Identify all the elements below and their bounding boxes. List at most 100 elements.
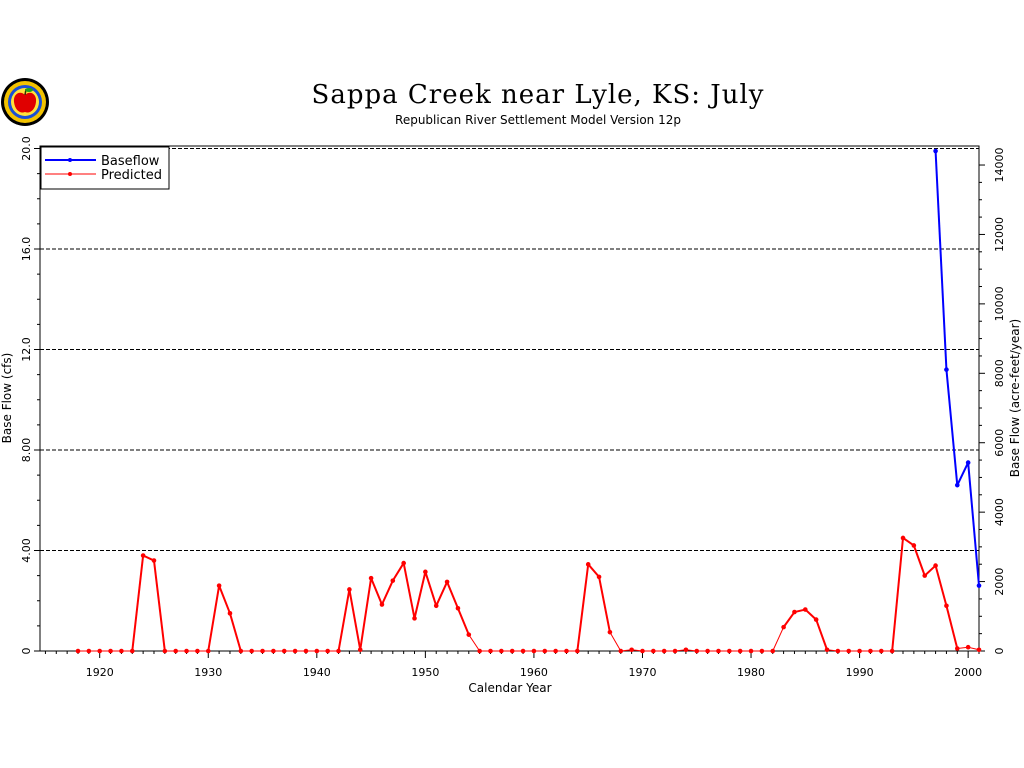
data-point: [694, 648, 700, 654]
data-point: [336, 648, 341, 654]
data-point: [976, 583, 982, 588]
apple-logo: [1, 78, 49, 126]
data-point: [390, 578, 396, 583]
x-tick-label: 1930: [194, 666, 222, 679]
series-segment: [359, 577, 373, 650]
series-segment: [956, 462, 970, 486]
data-point: [781, 624, 786, 630]
data-point: [499, 648, 504, 654]
series-segment: [424, 571, 438, 607]
data-point: [140, 553, 146, 558]
data-point: [542, 648, 548, 654]
y-tick-label: 16.0: [20, 237, 33, 262]
data-point: [835, 648, 841, 654]
data-point: [281, 648, 287, 654]
data-point: [640, 648, 645, 654]
x-tick-label: 1940: [303, 666, 331, 679]
series-segment: [218, 585, 231, 614]
x-tick-label: 1920: [86, 666, 114, 679]
data-point: [900, 535, 906, 541]
data-point: [737, 648, 743, 654]
data-point: [759, 648, 765, 654]
data-point: [585, 562, 591, 567]
data-point: [357, 647, 363, 653]
data-point: [271, 648, 276, 654]
y2-tick-label: 12000: [993, 217, 1006, 252]
data-point: [651, 648, 656, 654]
series-segment: [381, 580, 394, 605]
data-point: [727, 648, 732, 654]
x-tick-label: 1960: [520, 666, 548, 679]
data-point: [944, 367, 949, 372]
series-segment: [804, 608, 817, 621]
x-tick-label: 1980: [737, 666, 765, 679]
series-segment: [229, 613, 242, 652]
data-point: [857, 648, 862, 654]
series-segment: [402, 562, 416, 619]
series-segment: [598, 576, 611, 633]
series-segment: [348, 589, 362, 650]
legend-predicted-marker: [68, 172, 72, 176]
y-tick-label: 20.0: [20, 136, 33, 161]
series-segment: [782, 611, 796, 628]
data-point: [868, 648, 873, 654]
data-point: [564, 648, 569, 654]
x-axis: 1920 1930 1940 1950 1960 1970 1980 1990 2000: [44, 651, 982, 679]
data-point: [629, 647, 634, 653]
data-point: [86, 648, 92, 654]
series-segment: [468, 634, 481, 652]
legend-predicted-label: Predicted: [101, 168, 162, 183]
x-tick-label: 2000: [954, 666, 982, 679]
y-tick-label: 8.00: [20, 438, 33, 463]
plot-frame: [39, 145, 980, 652]
series-baseflow: [933, 148, 982, 588]
series-segment: [815, 619, 828, 651]
series-segment: [934, 150, 948, 370]
y2-tick-label: 14000: [993, 148, 1006, 183]
data-point: [412, 616, 417, 621]
series-segment: [152, 560, 166, 652]
data-point: [879, 648, 884, 654]
data-point: [792, 609, 797, 615]
series-segment: [609, 631, 622, 652]
data-point: [803, 607, 808, 612]
data-point: [683, 647, 689, 653]
series-segment: [967, 462, 980, 586]
data-point: [347, 587, 352, 592]
data-point: [716, 648, 721, 654]
series-segment: [772, 626, 785, 652]
data-point: [292, 648, 298, 654]
data-point: [433, 603, 439, 609]
data-point: [325, 648, 330, 654]
data-point: [607, 629, 613, 635]
grid-lines: [40, 148, 979, 552]
data-point: [444, 579, 450, 585]
data-point: [173, 648, 178, 654]
data-point: [162, 648, 168, 654]
y2-tick-label: 8000: [993, 359, 1006, 387]
series-segment: [435, 581, 448, 607]
data-point: [889, 648, 895, 654]
x-axis-label: Calendar Year: [468, 681, 551, 695]
data-point: [368, 575, 374, 581]
data-point: [477, 648, 482, 654]
data-point: [216, 583, 222, 588]
series-segment: [457, 607, 470, 636]
data-point: [303, 648, 309, 654]
data-point: [965, 644, 971, 650]
y2-tick-label: 4000: [993, 498, 1006, 526]
data-point: [813, 617, 819, 622]
data-point: [520, 648, 526, 654]
data-point: [129, 648, 135, 654]
series-segment: [576, 564, 590, 652]
series-segment: [337, 589, 351, 652]
series-segment: [413, 571, 427, 619]
series-segment: [912, 545, 926, 576]
data-point: [151, 558, 157, 563]
data-series: [75, 148, 982, 654]
legend: Baseflow Predicted: [40, 146, 170, 190]
data-point: [249, 648, 254, 654]
y2-axis-label: Base Flow (acre-feet/year): [1008, 319, 1022, 477]
data-point: [260, 648, 265, 654]
